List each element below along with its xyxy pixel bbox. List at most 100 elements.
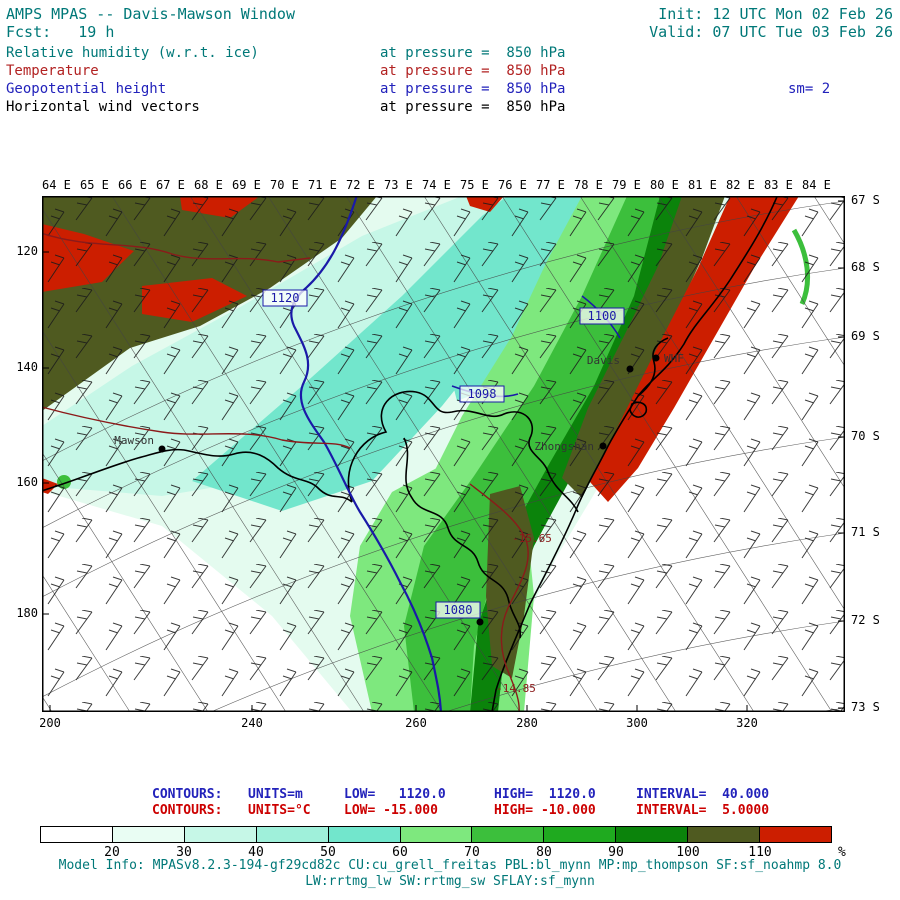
weather-map-canvas: 1120 1100 1098 1080 -15.65 -14.85 Mawson… [42,196,845,712]
latitude-tick-label: 73 S [851,700,880,714]
temperature-contour [42,232,529,712]
colorbar-cell [615,827,688,842]
contours-label: CONTOURS: [152,787,223,802]
longitude-tick-label: 73 E [384,178,413,192]
colorbar-tick-label: 90 [608,845,624,860]
contours-high: HIGH= -10.000 [494,803,596,818]
colorbar-cell [255,827,328,842]
y-axis-label: 180 [16,606,38,620]
station-dot [626,365,634,373]
init-time: Init: 12 UTC Mon 02 Feb 26 [658,5,893,23]
colorbar-cell [471,827,544,842]
longitude-tick-label: 82 E [726,178,755,192]
temperature-contour-legend: CONTOURS: UNITS=°C LOW= -15.000 HIGH= -1… [152,803,812,818]
field-level-geopotential: at pressure = 850 hPa [380,81,566,97]
height-label: 1100 [588,309,617,323]
latitude-tick-label: 71 S [851,525,880,539]
temperature-label: -14.85 [496,682,536,695]
height-label: 1120 [271,291,300,305]
field-row-geopotential: Geopotential height at pressure = 850 hP… [0,81,900,99]
field-row-temperature: Temperature at pressure = 850 hPa [0,63,900,81]
station-dot [599,442,607,450]
contours-label: CONTOURS: [152,803,223,818]
longitude-tick-label: 71 E [308,178,337,192]
colorbar-tick-label: 30 [176,845,192,860]
longitude-tick-label: 70 E [270,178,299,192]
y-axis-label: 120 [16,244,38,258]
longitude-tick-label: 67 E [156,178,185,192]
longitude-tick-label: 75 E [460,178,489,192]
colorbar-cell [327,827,400,842]
x-axis-label: 320 [736,716,758,730]
longitude-tick-label: 80 E [650,178,679,192]
stations: Mawson Davis WHF Zhongshan [114,352,684,626]
colorbar-cell [111,827,184,842]
map-border [42,196,845,712]
x-axis-label: 300 [626,716,648,730]
temperature-labels: -15.65 -14.85 [496,532,552,695]
colorbar-cell [687,827,760,842]
longitude-tick-label: 72 E [346,178,375,192]
station-label: Davis [587,354,620,367]
height-labels: 1120 1100 1098 1080 [262,289,625,619]
longitude-tick-label: 69 E [232,178,261,192]
contours-high: HIGH= 1120.0 [494,787,596,802]
colorbar-tick-label: 110 [748,845,772,860]
field-name-temperature: Temperature [6,63,99,79]
temperature-label: -15.65 [512,532,552,545]
latitude-tick-label: 68 S [851,260,880,274]
longitude-tick-label: 84 E [802,178,831,192]
field-row-rh: Relative humidity (w.r.t. ice) at pressu… [0,45,900,63]
longitude-tick-label: 81 E [688,178,717,192]
y-axis-label: 140 [16,360,38,374]
colorbar-cell [759,827,831,842]
map-panel: 1120 1100 1098 1080 -15.65 -14.85 Mawson… [42,196,845,712]
contours-low: LOW= 1120.0 [344,787,446,802]
wind-barb-field [42,196,845,712]
coastline [42,196,779,712]
station-dot [476,618,484,626]
longitude-tick-label: 66 E [118,178,147,192]
smoothing-label: sm= 2 [788,81,831,97]
colorbar-tick-label: 80 [536,845,552,860]
field-row-wind: Horizontal wind vectors at pressure = 85… [0,99,900,117]
colorbar-tick-label: 100 [676,845,700,860]
x-axis-label: 240 [241,716,263,730]
station-dot [652,354,660,362]
contours-interval: INTERVAL= 40.000 [636,787,770,802]
y-axis-label: 160 [16,475,38,489]
field-level-rh: at pressure = 850 hPa [380,45,566,61]
height-contour-legend: CONTOURS: UNITS=m LOW= 1120.0 HIGH= 1120… [152,787,812,802]
longitude-tick-label: 68 E [194,178,223,192]
latitude-tick-label: 69 S [851,329,880,343]
latitude-tick-label: 70 S [851,429,880,443]
plot-title: AMPS MPAS -- Davis-Mawson Window [6,5,295,23]
field-name-wind: Horizontal wind vectors [6,99,200,115]
contours-interval: INTERVAL= 5.0000 [636,803,770,818]
colorbar-cell [183,827,256,842]
contours-units: UNITS=°C [248,803,311,818]
longitude-tick-label: 64 E [42,178,71,192]
colorbar-tick-label: 60 [392,845,408,860]
axis-ticks [42,200,845,712]
longitude-tick-label: 65 E [80,178,109,192]
colorbar-ticks: 20 30 40 50 60 70 80 90 100 110 [40,845,832,861]
colorbar-tick-label: 70 [464,845,480,860]
colorbar-unit: % [838,845,846,860]
colorbar-cell [41,827,112,842]
field-name-rh: Relative humidity (w.r.t. ice) [6,45,259,61]
longitude-axis: 64 E 65 E 66 E 67 E 68 E 69 E 70 E 71 E 72 E 73 E… [42,178,845,193]
field-level-wind: at pressure = 850 hPa [380,99,566,115]
longitude-tick-label: 74 E [422,178,451,192]
station-label: Mawson [114,434,154,447]
longitude-tick-label: 77 E [536,178,565,192]
contours-units: UNITS=m [248,787,303,802]
field-name-geopotential: Geopotential height [6,81,167,97]
colorbar-cell [399,827,472,842]
forecast-hour: Fcst: 19 h [6,23,115,41]
colorbar-tick-label: 50 [320,845,336,860]
height-label: 1080 [444,603,473,617]
longitude-tick-label: 83 E [764,178,793,192]
station-label: WHF [664,352,684,365]
x-axis-label: 200 [39,716,61,730]
